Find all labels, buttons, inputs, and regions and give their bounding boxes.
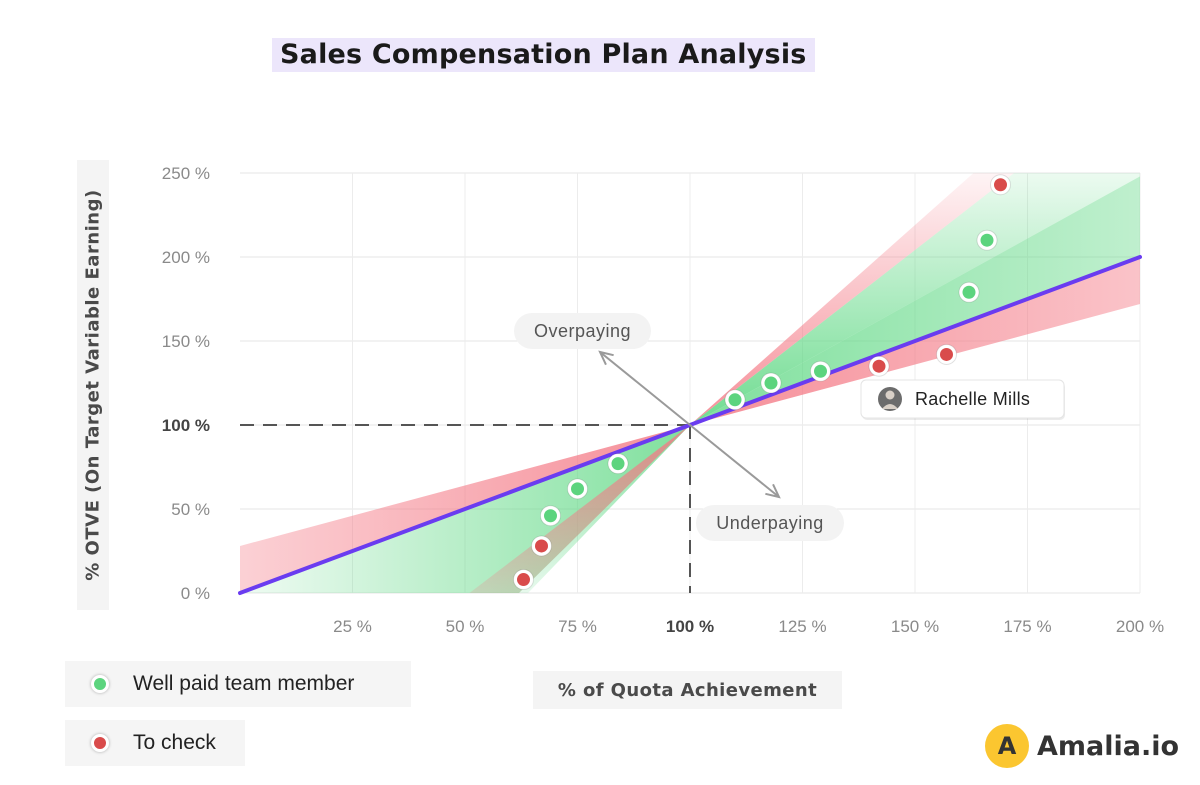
data-point-well-paid-team-member bbox=[814, 364, 827, 378]
x-tick-label: 50 % bbox=[446, 617, 485, 636]
arrow-underpaying-shaft bbox=[689, 424, 780, 498]
data-point-well-paid-team-member bbox=[571, 482, 584, 496]
legend-label-to-check: To check bbox=[133, 731, 216, 754]
data-point-well-paid-team-member bbox=[764, 376, 778, 390]
y-tick-label: 200 % bbox=[162, 248, 210, 267]
chart-title-box: Sales Compensation Plan Analysis bbox=[272, 38, 815, 72]
y-tick-label: 250 % bbox=[162, 164, 210, 183]
legend-dot-well-paid bbox=[91, 675, 109, 693]
data-point-well-paid-team-member bbox=[728, 393, 742, 407]
y-tick-label: 100 % bbox=[162, 416, 210, 435]
y-axis-label-box bbox=[77, 160, 109, 610]
overpaying-label-bg bbox=[514, 313, 651, 349]
data-point-well-paid-team-member bbox=[980, 233, 994, 247]
brand-logo: A Amalia.io bbox=[985, 724, 1179, 768]
data-point-well-paid-team-member bbox=[611, 457, 625, 471]
data-point-to-check bbox=[994, 178, 1007, 192]
data-point-to-check bbox=[940, 347, 953, 361]
x-axis-label: % of Quota Achievement bbox=[557, 679, 818, 701]
data-point-to-check bbox=[535, 539, 548, 553]
arrow-overpaying-shaft bbox=[599, 351, 691, 426]
x-tick-label: 75 % bbox=[558, 617, 597, 636]
overpaying-label: Overpaying bbox=[534, 321, 631, 341]
logo-text: Amalia.io bbox=[1037, 730, 1180, 762]
arrow-underpaying-head bbox=[765, 483, 781, 499]
band-to-check-upper bbox=[690, 173, 1014, 425]
legend-label-well-paid: Well paid team member bbox=[133, 672, 355, 695]
data-point-to-check bbox=[517, 573, 530, 587]
data-point-to-check bbox=[872, 359, 886, 373]
logo-mark-icon: A bbox=[985, 724, 1029, 768]
data-point-well-paid-team-member bbox=[544, 509, 557, 523]
x-tick-label: 150 % bbox=[891, 617, 939, 636]
legend-item-to-check: To check bbox=[65, 720, 245, 766]
data-point-well-paid-team-member bbox=[962, 285, 976, 299]
band-well-paid-upper bbox=[690, 173, 1140, 425]
y-axis-label: % OTVE (On Target Variable Earning) bbox=[82, 189, 104, 581]
arrow-overpaying-head bbox=[598, 350, 614, 366]
underpaying-label: Underpaying bbox=[716, 513, 824, 533]
legend-item-well-paid: Well paid team member bbox=[65, 661, 411, 707]
x-tick-label: 25 % bbox=[333, 617, 372, 636]
x-axis-label-box: % of Quota Achievement bbox=[533, 671, 842, 709]
band-well-paid-right bbox=[690, 176, 1140, 425]
y-tick-label: 50 % bbox=[171, 500, 210, 519]
legend-dot-to-check bbox=[91, 734, 109, 752]
x-tick-label: 100 % bbox=[666, 617, 714, 636]
avatar-body bbox=[882, 404, 898, 409]
tooltip-name: Rachelle Mills bbox=[915, 389, 1030, 409]
underpaying-label-bg bbox=[696, 505, 844, 541]
tooltip-card bbox=[860, 379, 1065, 419]
x-tick-label: 125 % bbox=[778, 617, 826, 636]
band-to-check-lower bbox=[469, 425, 690, 593]
y-tick-label: 0 % bbox=[181, 584, 210, 603]
chart-title: Sales Compensation Plan Analysis bbox=[280, 39, 807, 70]
x-tick-label: 175 % bbox=[1003, 617, 1051, 636]
x-tick-label: 200 % bbox=[1116, 617, 1164, 636]
avatar-head bbox=[885, 390, 895, 400]
y-tick-label: 150 % bbox=[162, 332, 210, 351]
band-well-paid-lower bbox=[519, 425, 690, 593]
